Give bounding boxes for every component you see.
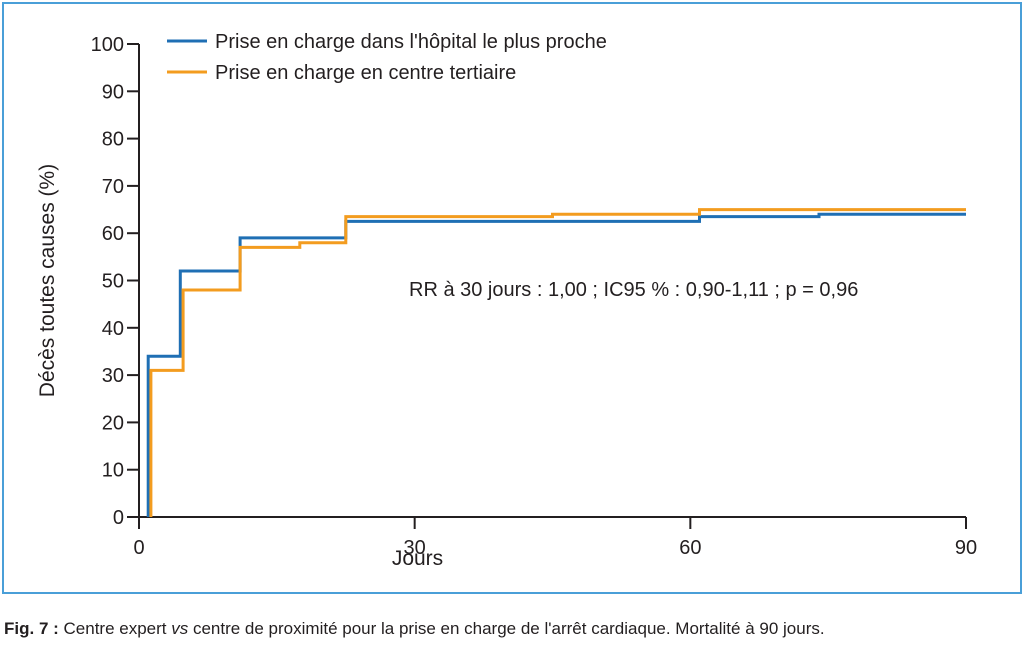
y-tick-label: 50 bbox=[102, 271, 124, 293]
axes: 0 10 20 30 40 50 60 70 80 90 100 0 30 60 90 Jours Décès … bbox=[36, 34, 977, 570]
x-axis-label: Jours bbox=[392, 547, 443, 570]
y-tick-label: 100 bbox=[91, 34, 124, 56]
x-tick-label: 30 bbox=[404, 537, 426, 559]
km-chart: 0 10 20 30 40 50 60 70 80 90 100 0 30 60 90 Jours Décès … bbox=[36, 31, 977, 570]
y-tick-label: 20 bbox=[102, 412, 124, 434]
caption-text-after: centre de proximité pour la prise en cha… bbox=[188, 619, 825, 638]
y-tick-label: 80 bbox=[102, 129, 124, 151]
caption-text-before: Centre expert bbox=[58, 619, 172, 638]
y-tick-label: 60 bbox=[102, 223, 124, 245]
legend-label-2: Prise en charge en centre tertiaire bbox=[215, 62, 516, 84]
caption-text-italic: vs bbox=[171, 619, 189, 638]
x-tick-label: 0 bbox=[133, 537, 144, 559]
chart-frame: 0 10 20 30 40 50 60 70 80 90 100 0 30 60 90 Jours Décès … bbox=[2, 2, 1022, 594]
series-line-2 bbox=[149, 208, 966, 517]
series-line-1 bbox=[146, 212, 966, 517]
y-tick-label: 90 bbox=[102, 81, 124, 103]
y-tick-label: 70 bbox=[102, 176, 124, 198]
x-tick-label: 60 bbox=[679, 537, 701, 559]
y-tick-label: 10 bbox=[102, 460, 124, 482]
y-axis-label: Décès toutes causes (%) bbox=[36, 164, 59, 397]
legend: Prise en charge dans l'hôpital le plus p… bbox=[167, 31, 607, 84]
stat-annotation: RR à 30 jours : 1,00 ; IC95 % : 0,90-1,1… bbox=[409, 279, 858, 301]
caption-label: Fig. 7 : bbox=[4, 619, 59, 638]
y-tick-label: 30 bbox=[102, 365, 124, 387]
y-tick-label: 0 bbox=[113, 507, 124, 529]
series-layer bbox=[146, 208, 966, 517]
figure-caption: Fig. 7 : Centre expert vs centre de prox… bbox=[4, 619, 825, 639]
legend-label-1: Prise en charge dans l'hôpital le plus p… bbox=[215, 31, 607, 53]
x-tick-label: 90 bbox=[955, 537, 977, 559]
y-tick-label: 40 bbox=[102, 318, 124, 340]
